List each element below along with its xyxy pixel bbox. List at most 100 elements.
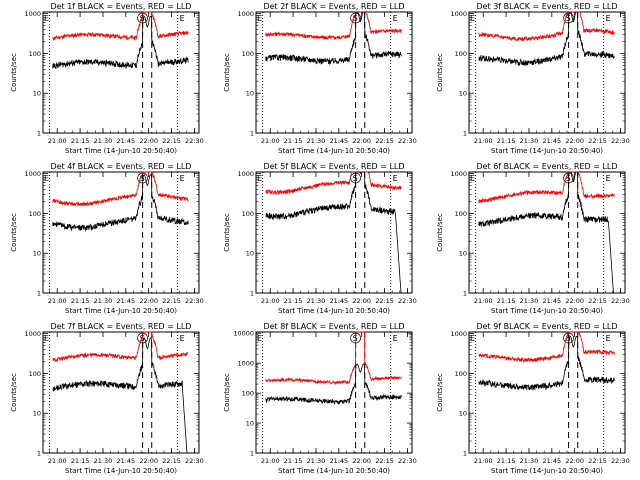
y-axis-label: Counts/sec [10,53,18,92]
x-tick-label: 22:15 [375,457,394,465]
y-axis-label: Counts/sec [10,213,18,252]
events-series-line [478,335,615,391]
x-tick-label: 21:30 [307,457,326,465]
x-tick-label: 22:15 [588,137,607,145]
panel-title: Det 4f BLACK = Events, RED = LLD [50,162,191,171]
y-tick-label: 1000 [24,170,41,178]
eclipse-label: E [44,174,49,183]
eclipse-label: E [257,334,262,343]
x-tick-label: 22:30 [398,457,417,465]
panel-title: Det 6f BLACK = Events, RED = LLD [476,162,617,171]
eclipse-label: E [180,14,185,23]
y-tick-label: 100 [29,370,41,378]
eclipse-label: E [393,14,398,23]
y-tick-label: 1000 [237,170,254,178]
y-tick-label: 10 [246,250,254,258]
lld-series-line [52,331,189,363]
y-tick-label: 1 [250,450,254,458]
events-series-line [52,15,189,70]
saa-label: S [353,174,358,183]
saa-label: S [353,334,358,343]
panel-title: Det 7f BLACK = Events, RED = LLD [50,322,191,331]
x-tick-label: 21:00 [48,457,67,465]
x-tick-label: 21:15 [284,457,303,465]
y-tick-label: 1 [463,130,467,138]
x-tick-label: 21:30 [307,297,326,305]
plot-frame [42,331,200,454]
x-tick-label: 21:15 [497,457,516,465]
plot-frame [468,171,626,294]
x-axis-label: Start Time (14-Jun-10 20:50:40) [65,307,177,315]
eclipse-label: E [470,334,475,343]
y-tick-label: 100 [455,50,467,58]
x-tick-label: 21:00 [474,457,493,465]
y-tick-label: 10 [33,90,41,98]
eclipse-label: E [606,334,611,343]
x-tick-label: 21:30 [94,297,113,305]
y-tick-label: 1 [463,450,467,458]
x-tick-label: 21:00 [48,297,67,305]
plot-frame [468,331,626,454]
lld-series-line [478,10,615,42]
x-tick-label: 22:00 [565,297,584,305]
x-tick-label: 21:00 [261,137,280,145]
x-tick-label: 22:00 [565,137,584,145]
y-tick-label: 1000 [450,170,467,178]
eclipse-label: E [44,14,49,23]
x-tick-label: 22:00 [139,297,158,305]
y-tick-label: 100 [29,210,41,218]
x-tick-label: 22:00 [352,297,371,305]
x-tick-label: 22:15 [162,457,181,465]
panel-det-8f: Det 8f BLACK = Events, RED = LLD Start Ti… [223,322,417,475]
x-axis-label: Start Time (14-Jun-10 20:50:40) [491,467,603,475]
events-series-line [265,363,402,405]
y-axis-label: Counts/sec [10,373,18,412]
panel-title: Det 9f BLACK = Events, RED = LLD [476,322,617,331]
saa-label: S [566,14,571,23]
saa-label: S [566,174,571,183]
saa-label: S [140,174,145,183]
events-series-line [478,11,615,67]
panel-det-6f: Det 6f BLACK = Events, RED = LLD Start Ti… [436,162,630,315]
x-axis-label: Start Time (14-Jun-10 20:50:40) [65,467,177,475]
x-tick-label: 21:45 [116,137,135,145]
x-tick-label: 21:15 [284,297,303,305]
lld-series-line [265,11,402,41]
x-tick-label: 22:30 [398,137,417,145]
x-tick-label: 22:00 [352,457,371,465]
events-series-line [265,171,402,294]
x-tick-label: 21:45 [329,297,348,305]
y-axis-label: Counts/sec [223,373,231,412]
panel-title: Det 2f BLACK = Events, RED = LLD [263,2,404,11]
x-axis-label: Start Time (14-Jun-10 20:50:40) [278,147,390,155]
x-tick-label: 22:00 [352,137,371,145]
panel-det-7f: Det 7f BLACK = Events, RED = LLD Start Ti… [10,322,204,475]
x-tick-label: 22:00 [139,137,158,145]
y-tick-label: 100 [29,50,41,58]
x-tick-label: 21:45 [329,457,348,465]
x-tick-label: 21:45 [542,457,561,465]
eclipse-label: E [606,174,611,183]
y-tick-label: 1000 [24,330,41,338]
y-tick-label: 10 [33,410,41,418]
x-tick-label: 22:30 [185,457,204,465]
panel-det-1f: Det 1f BLACK = Events, RED = LLD Start Ti… [10,2,204,155]
panel-det-3f: Det 3f BLACK = Events, RED = LLD Start Ti… [436,2,630,155]
x-tick-label: 22:15 [375,297,394,305]
y-axis-label: Counts/sec [436,53,444,92]
y-tick-label: 100 [455,210,467,218]
x-tick-label: 22:30 [611,137,630,145]
panel-det-4f: Det 4f BLACK = Events, RED = LLD Start Ti… [10,162,204,315]
eclipse-label: E [470,14,475,23]
x-tick-label: 21:30 [94,457,113,465]
panel-title: Det 3f BLACK = Events, RED = LLD [476,2,617,11]
y-tick-label: 1 [463,290,467,298]
x-tick-label: 22:15 [588,297,607,305]
y-tick-label: 1 [37,450,41,458]
events-series-line [478,171,615,294]
y-tick-label: 1 [250,130,254,138]
eclipse-label: E [257,14,262,23]
x-tick-label: 22:30 [611,297,630,305]
x-tick-label: 21:30 [520,457,539,465]
